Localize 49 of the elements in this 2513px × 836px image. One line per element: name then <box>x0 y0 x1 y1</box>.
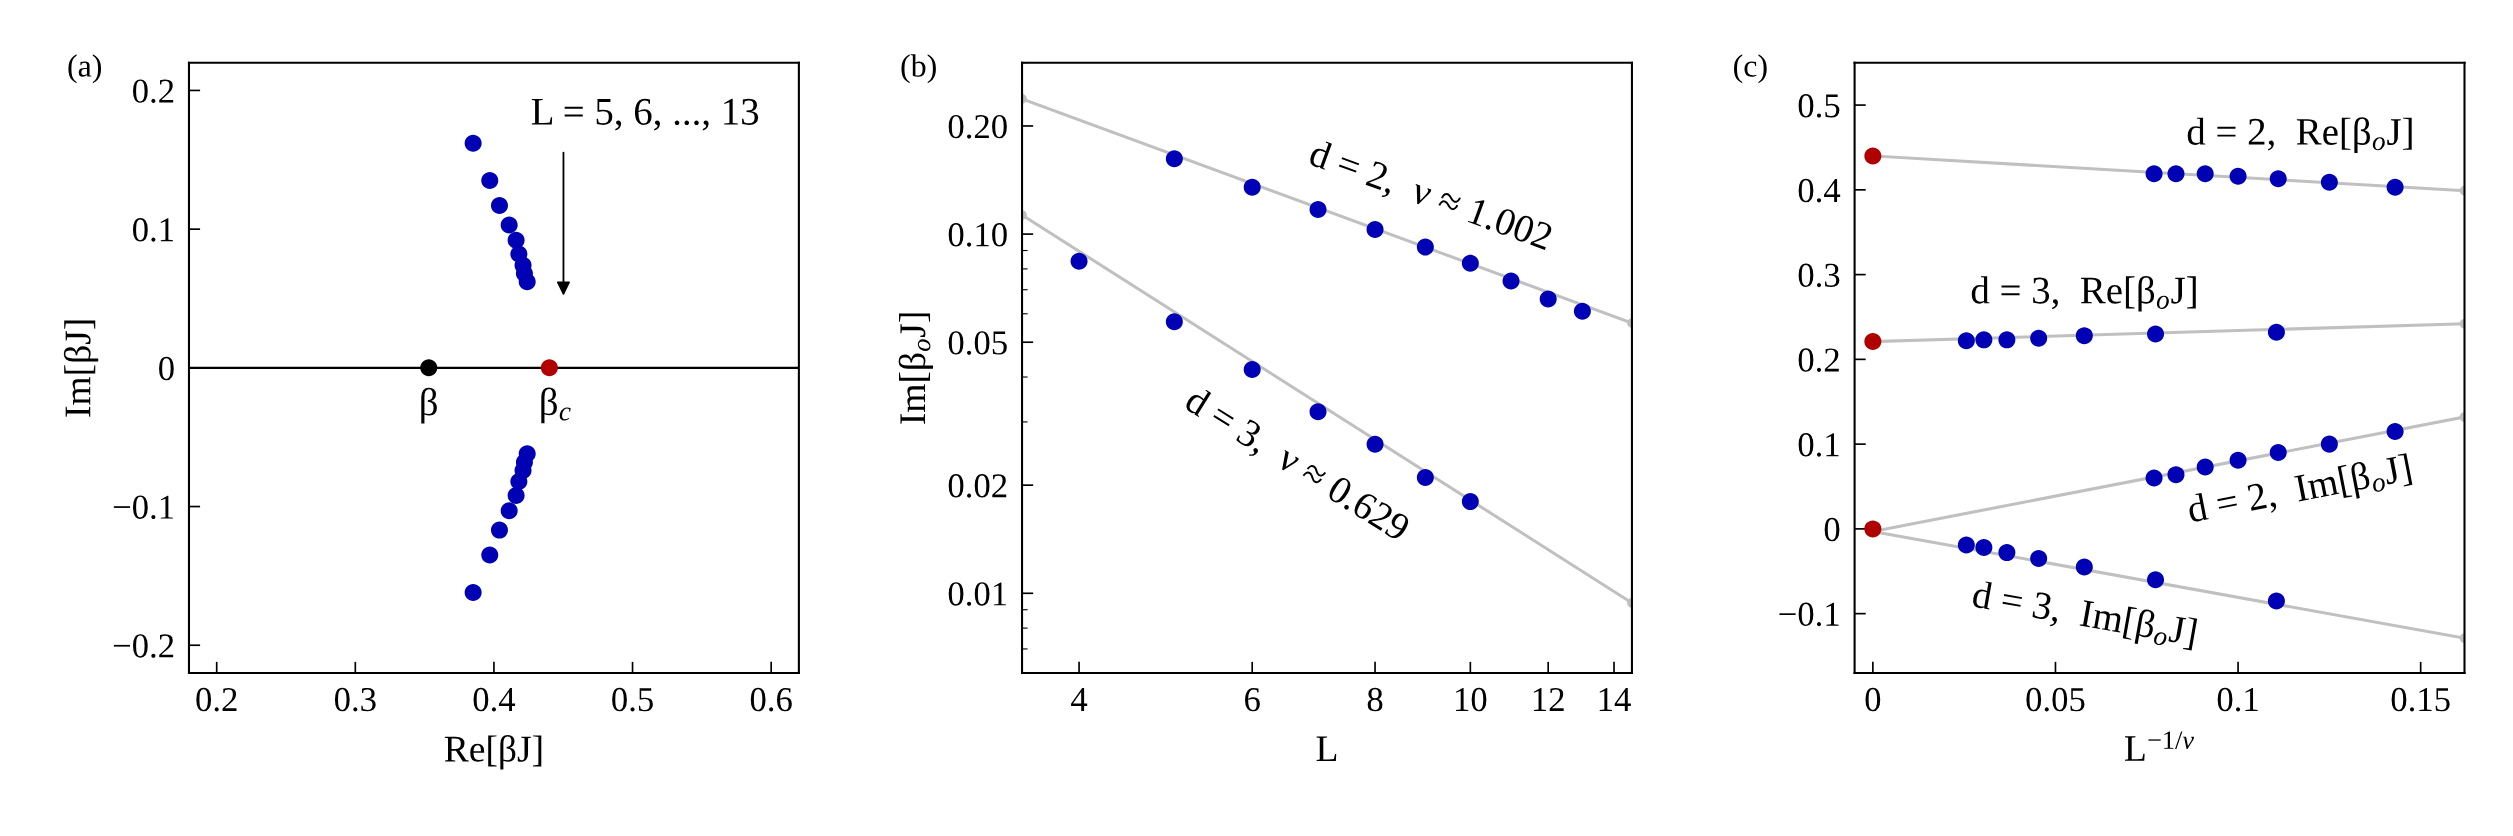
x-axis-title: L <box>1316 736 1337 762</box>
x-tick-label: 0.6 <box>750 687 792 712</box>
chart-title: (b) <box>901 54 936 84</box>
x-axis-title: Re[βJ] <box>444 735 542 770</box>
annotation: L = 5, 6, ..., 13 <box>531 98 759 131</box>
y-tick-label: 0.10 <box>948 223 1007 247</box>
x-tick-label: 0.2 <box>196 687 237 712</box>
y-tick-label: 0.2 <box>133 79 174 103</box>
annotation: β$_{c}$ <box>541 387 571 424</box>
chart-title: (c) <box>1734 54 1767 84</box>
x-tick-label: 8 <box>1367 687 1383 712</box>
x-tick-label: 6 <box>1245 687 1260 712</box>
annotation: d = 3, ν ≈ 0.629 <box>1180 384 1413 547</box>
y-axis-title: Im[βJ] <box>63 320 99 417</box>
x-tick-label: 0.15 <box>2391 687 2450 712</box>
y-tick-label: 0.1 <box>133 218 174 242</box>
annotation: d = 3, Im[β$_{o}$J] <box>1970 579 2198 654</box>
y-tick-label: 0.02 <box>948 474 1007 498</box>
y-tick-label: 0.3 <box>1798 263 1840 288</box>
y-tick-label: −0.1 <box>1779 602 1839 627</box>
x-axis-title: L$^{−1/ν}$ <box>2125 731 2194 761</box>
x-tick-label: 0 <box>1865 687 1881 712</box>
y-tick-label: 0 <box>1824 517 1840 542</box>
y-axis-title: Im[β$_{o}$J] <box>898 313 934 424</box>
x-tick-label: 0.3 <box>334 687 376 712</box>
y-tick-label: −0.1 <box>113 495 174 520</box>
y-tick-label: 0.1 <box>1798 433 1839 457</box>
y-tick-label: 0.4 <box>1798 178 1841 203</box>
annotation: d = 3, Re[β$_{o}$J] <box>1971 275 2196 312</box>
y-tick-label: −0.2 <box>113 634 174 658</box>
y-tick-label: 0.5 <box>1798 94 1840 118</box>
x-tick-label: 4 <box>1071 688 1088 711</box>
annotation: d = 2, Re[β$_{o}$J] <box>2187 117 2412 153</box>
x-tick-label: 0.5 <box>612 687 653 712</box>
x-tick-label: 0.1 <box>2217 687 2258 712</box>
annotation: d = 2, Im[β$_{o}$J] <box>2186 452 2413 531</box>
x-tick-label: 12 <box>1533 687 1564 711</box>
y-tick-label: 0 <box>159 356 174 381</box>
y-tick-label: 0.2 <box>1798 348 1839 372</box>
annotation: β <box>421 387 437 424</box>
x-tick-label: 0.05 <box>2026 687 2085 712</box>
x-tick-label: 0.4 <box>473 687 516 712</box>
annotation: d = 2, ν ≈ 1.002 <box>1306 138 1555 256</box>
x-tick-label: 14 <box>1599 688 1631 711</box>
y-tick-label: 0.01 <box>948 582 1007 606</box>
y-tick-label: 0.20 <box>948 114 1007 139</box>
x-tick-label: 10 <box>1456 687 1487 712</box>
y-tick-label: 0.05 <box>948 331 1007 355</box>
chart-title: (a) <box>68 54 102 84</box>
